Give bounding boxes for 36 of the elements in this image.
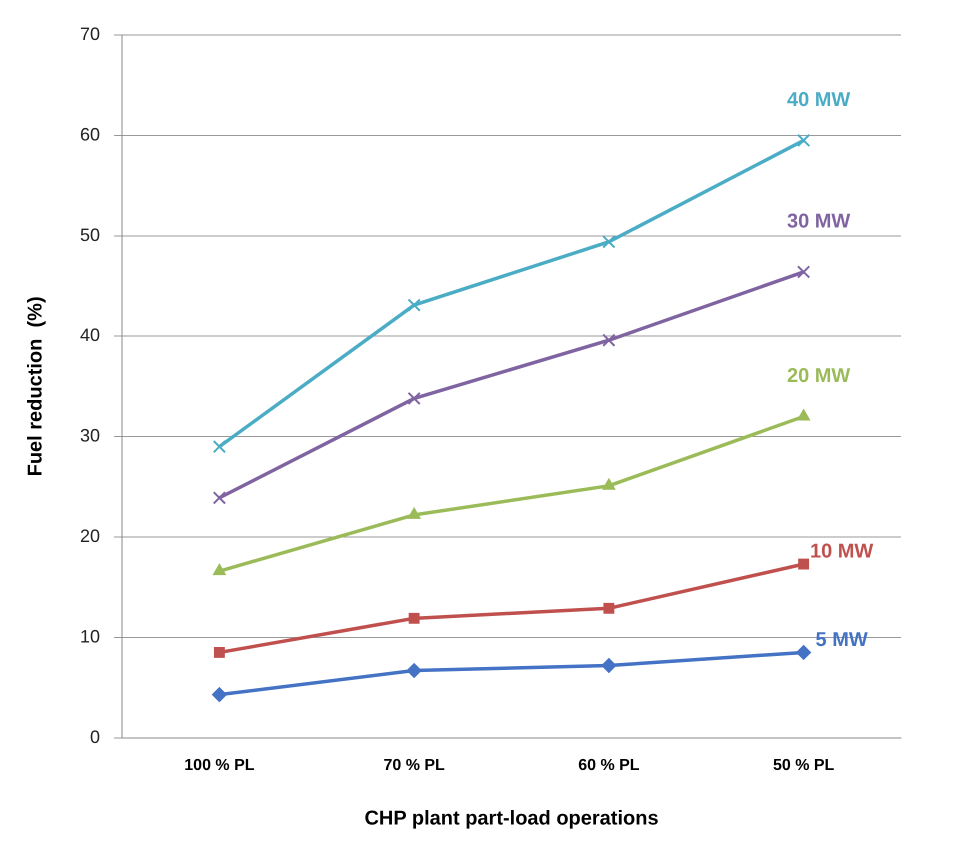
- x-tick-label: 50 % PL: [772, 756, 835, 774]
- point: [602, 334, 616, 347]
- y-tick-label: 70: [80, 24, 100, 44]
- y-axis-title: Fuel reduction (%): [24, 296, 47, 476]
- y-tick-label: 20: [80, 526, 100, 546]
- point: [798, 558, 810, 570]
- series-label: 5 MW: [816, 628, 868, 651]
- point: [601, 658, 616, 674]
- point: [797, 409, 810, 421]
- point: [796, 265, 810, 279]
- point: [796, 134, 810, 148]
- x-tick-label: 60 % PL: [578, 756, 640, 774]
- series-label: 40 MW: [786, 88, 850, 111]
- point: [212, 491, 226, 504]
- point: [407, 392, 421, 406]
- point: [212, 440, 226, 454]
- series-label: 30 MW: [786, 210, 850, 232]
- point: [214, 647, 225, 658]
- y-tick-label: 40: [80, 325, 100, 346]
- x-tick-label: 70 % PL: [383, 756, 446, 774]
- point: [602, 235, 616, 248]
- point: [407, 298, 421, 312]
- series-label: 20 MW: [786, 365, 850, 388]
- point: [603, 602, 614, 614]
- y-tick-label: 60: [80, 124, 100, 144]
- point: [796, 644, 812, 660]
- point: [406, 663, 422, 678]
- point: [212, 687, 227, 702]
- x-axis-title: CHP plant part-load operations: [364, 808, 659, 830]
- y-tick-label: 50: [80, 224, 100, 245]
- y-tick-label: 0: [90, 726, 100, 747]
- series-label: 10 MW: [810, 540, 874, 563]
- y-tick-label: 30: [80, 426, 100, 446]
- y-tick-label: 10: [80, 626, 100, 646]
- x-tick-label: 100 % PL: [184, 756, 255, 774]
- point: [408, 612, 420, 624]
